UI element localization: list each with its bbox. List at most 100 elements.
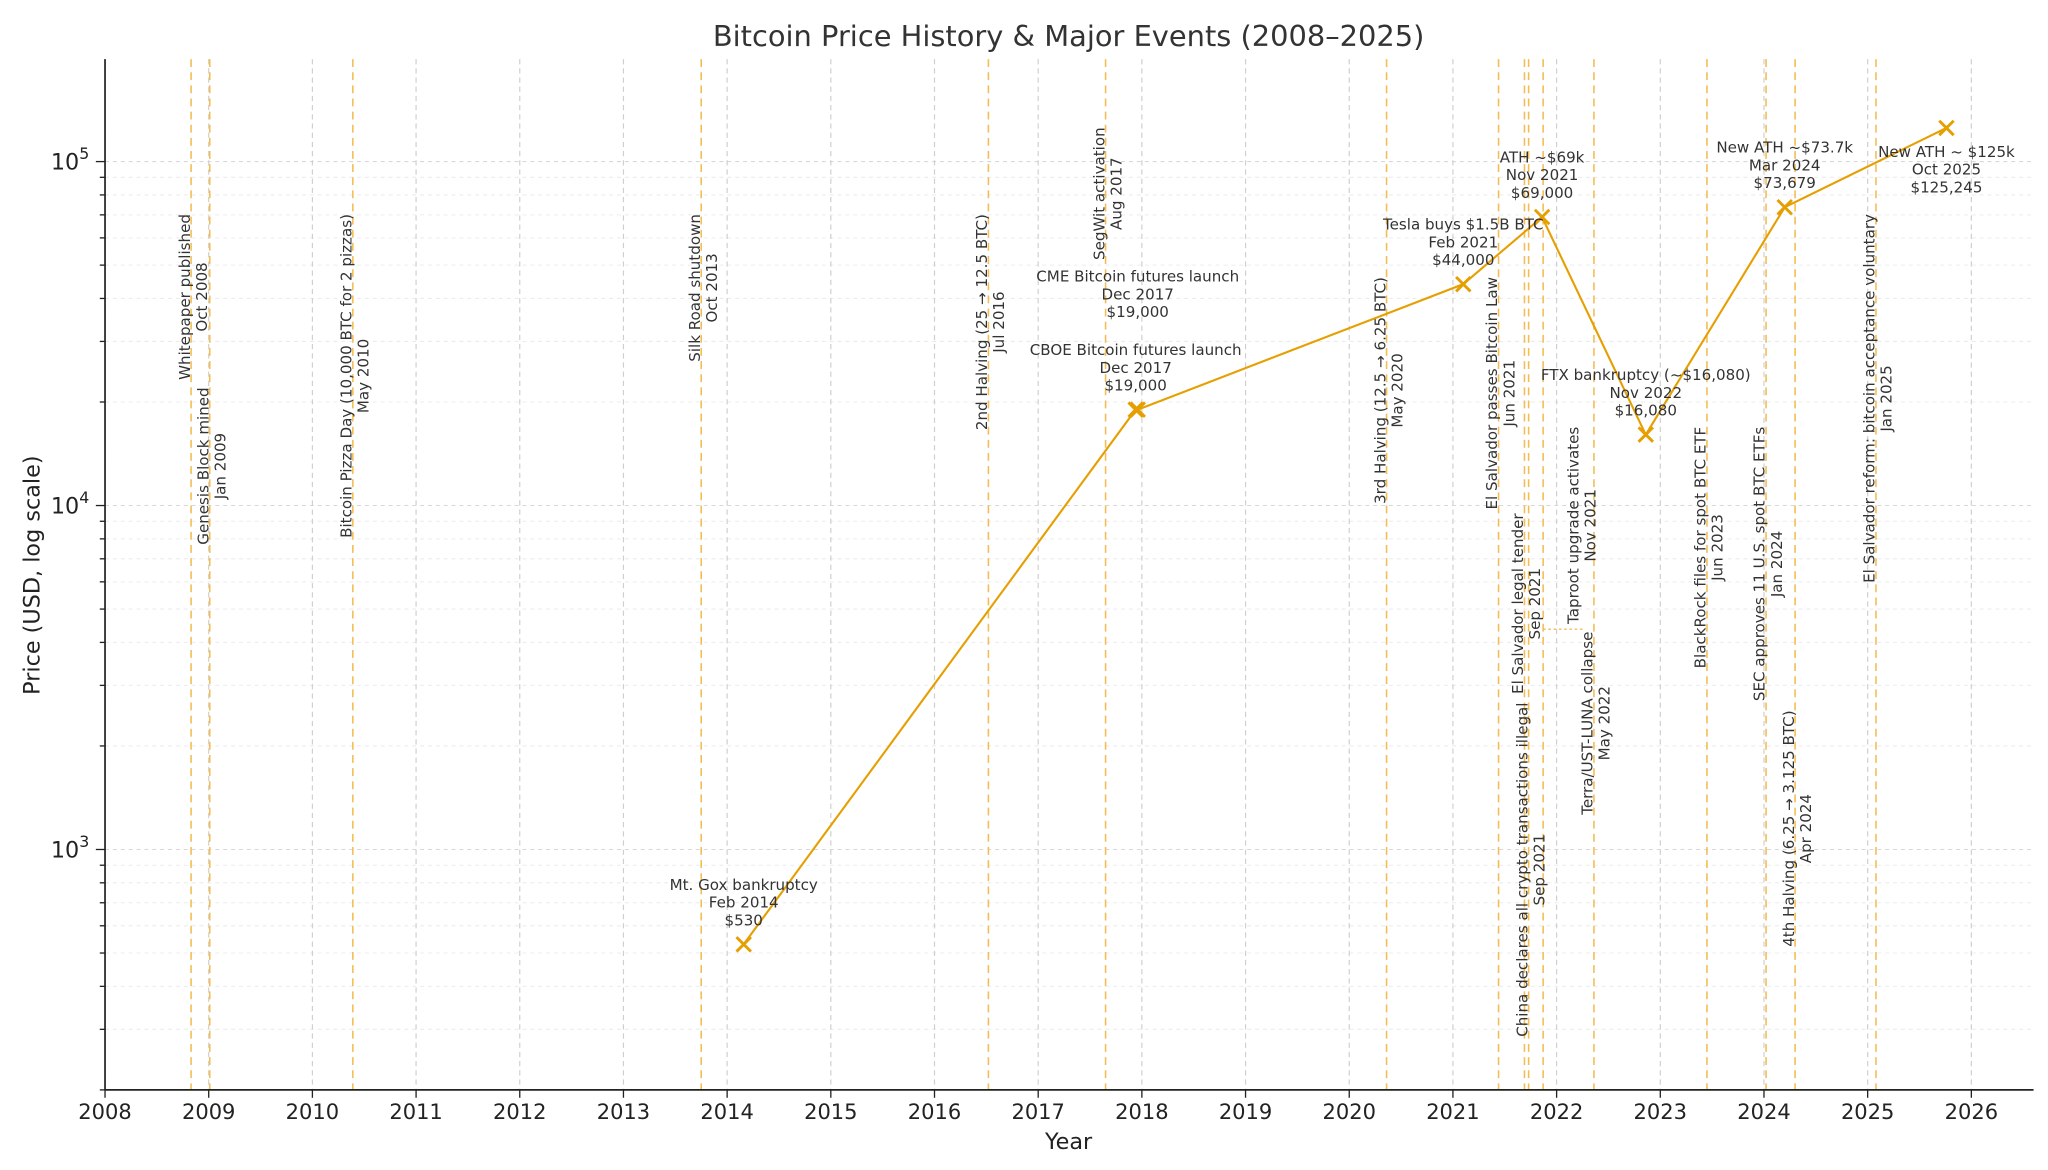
event-label: Silk Road shutdown Oct 2013 (686, 214, 721, 362)
x-tick-label: 2021 (1426, 1100, 1479, 1124)
x-tick-label: 2019 (1219, 1100, 1272, 1124)
data-point-date: Nov 2022 (1609, 384, 1682, 402)
x-tick-label: 2010 (286, 1100, 339, 1124)
event-label-title: El Salvador passes Bitcoin Law (1483, 277, 1501, 509)
data-point-label: FTX bankruptcy (~$16,080) (1541, 366, 1751, 384)
event-label-date: Apr 2024 (1797, 794, 1815, 863)
event-label: Taproot upgrade activates Nov 2021 (1543, 427, 1600, 630)
data-point-date: Dec 2017 (1099, 359, 1171, 377)
event-label-date: Oct 2013 (703, 253, 721, 322)
event-label-title: Terra/UST-LUNA collapse (1579, 632, 1597, 816)
data-point-marker (1637, 426, 1655, 443)
x-tick-label: 2020 (1323, 1100, 1376, 1124)
x-tick-label: 2011 (389, 1100, 442, 1124)
event-label: El Salvador passes Bitcoin Law Jun 2021 (1483, 277, 1518, 509)
x-tick-label: 2025 (1841, 1100, 1894, 1124)
event-label-title: 3rd Halving (12.5 → 6.25 BTC) (1371, 277, 1389, 504)
event-label-date: Jun 2021 (1500, 360, 1518, 428)
event-label-title: Whitepaper published (176, 214, 194, 380)
grid (104, 59, 2034, 1091)
event-label-date: Jan 2025 (1878, 365, 1896, 432)
event-label-title: 2nd Halving (25 → 12.5 BTC) (973, 214, 991, 430)
event-label-date: Jun 2023 (1709, 514, 1727, 582)
data-point-label: ATH ~$69k (1500, 149, 1585, 167)
event-label: China declares all crypto transactions i… (1513, 703, 1548, 1037)
x-tick-label: 2013 (597, 1100, 650, 1124)
event-label-title: Genesis Block mined (194, 387, 212, 544)
data-point-price: $19,000 (1104, 377, 1166, 395)
data-point-label: Mt. Gox bankruptcy (670, 876, 818, 894)
x-tick-label: 2018 (1115, 1100, 1168, 1124)
event-label-title: Bitcoin Pizza Day (10,000 BTC for 2 pizz… (338, 214, 356, 538)
event-label: Whitepaper published Oct 2008 (176, 214, 211, 380)
x-axis-label: Year (1044, 1129, 1093, 1155)
data-point-price: $125,245 (1910, 178, 1982, 196)
data-point-marker (1533, 208, 1551, 226)
event-label-date: Jan 2024 (1768, 531, 1786, 598)
data-point-price: $16,080 (1615, 402, 1677, 420)
event-label: SEC approves 11 U.S. spot BTC ETFs Jan 20… (1751, 427, 1786, 701)
data-point-date: Feb 2021 (1428, 233, 1498, 251)
data-point-marker (1776, 198, 1793, 216)
event-label-date: Jul 2016 (990, 291, 1008, 353)
event-lines: Whitepaper published Oct 2008 Genesis Bloc… (176, 59, 1896, 1090)
event-label: Terra/UST-LUNA collapse May 2022 (1579, 632, 1614, 816)
x-tick-label: 2024 (1737, 1100, 1790, 1124)
y-tick-label: 103 (51, 832, 89, 864)
event-label-title: El Salvador legal tender (1509, 513, 1527, 694)
y-axis-label: Price (USD, log scale) (19, 455, 45, 694)
data-point-date: Nov 2021 (1506, 166, 1579, 184)
event-label-date: May 2010 (355, 339, 373, 413)
chart-title: Bitcoin Price History & Major Events (20… (713, 19, 1425, 53)
data-point-date: Mar 2024 (1749, 156, 1821, 174)
event-label: 2nd Halving (25 → 12.5 BTC) Jul 2016 (973, 214, 1008, 430)
axes: 2008 2009 2010 2011 2012 2013 2014 2015 2016 2017… (51, 59, 2034, 1124)
event-label-title: Taproot upgrade activates (1565, 427, 1583, 625)
event-label: BlackRock files for spot BTC ETF Jun 2023 (1692, 427, 1727, 669)
event-label-date: Sep 2021 (1530, 834, 1548, 906)
data-point-price: $73,679 (1754, 174, 1816, 192)
event-label: Bitcoin Pizza Day (10,000 BTC for 2 pizz… (338, 214, 373, 538)
data-point-marker (1455, 275, 1472, 293)
event-label-date: May 2020 (1388, 353, 1406, 427)
event-label-date: Jan 2009 (212, 433, 230, 500)
data-point-price: $530 (725, 911, 763, 929)
x-tick-label: 2022 (1530, 1100, 1583, 1124)
x-tick-label: 2026 (1945, 1100, 1998, 1124)
event-label: 3rd Halving (12.5 → 6.25 BTC) May 2020 (1371, 277, 1406, 504)
event-label: Genesis Block mined Jan 2009 (194, 387, 229, 544)
data-point-date: Dec 2017 (1102, 285, 1174, 303)
data-point-label: Tesla buys $1.5B BTC (1382, 216, 1544, 234)
data-point-label: CME Bitcoin futures launch (1036, 268, 1239, 286)
data-point-marker (1127, 401, 1144, 418)
event-label-date: Sep 2021 (1526, 568, 1544, 640)
x-tick-label: 2008 (78, 1100, 131, 1124)
x-tick-label: 2014 (700, 1100, 753, 1124)
data-point-marker (1129, 401, 1146, 418)
data-point-date: Oct 2025 (1912, 161, 1981, 179)
data-point-price: $44,000 (1432, 251, 1494, 269)
event-label-title: 4th Halving (6.25 → 3.125 BTC) (1780, 710, 1798, 946)
event-label-date: Nov 2021 (1582, 489, 1600, 562)
data-point-date: Feb 2014 (709, 894, 779, 912)
event-label-date: May 2022 (1596, 686, 1614, 760)
event-label: SegWit activation Aug 2017 (1090, 127, 1125, 260)
data-point-price: $69,000 (1511, 184, 1573, 202)
event-label-title: El Salvador reform: bitcoin acceptance v… (1861, 214, 1879, 583)
event-label-title: BlackRock files for spot BTC ETF (1692, 427, 1710, 669)
event-label: El Salvador reform: bitcoin acceptance v… (1861, 214, 1896, 583)
x-tick-label: 2015 (804, 1100, 857, 1124)
x-tick-label: 2017 (1011, 1100, 1064, 1124)
data-point-marker (1938, 119, 1955, 137)
y-tick-label: 105 (51, 144, 89, 176)
x-tick-label: 2009 (182, 1100, 235, 1124)
x-tick-label: 2016 (908, 1100, 961, 1124)
event-label-title: SegWit activation (1090, 127, 1108, 260)
event-label: El Salvador legal tender Sep 2021 (1509, 513, 1544, 694)
data-point-price: $19,000 (1107, 303, 1169, 321)
x-tick-label: 2012 (493, 1100, 546, 1124)
event-label-title: SEC approves 11 U.S. spot BTC ETFs (1751, 427, 1769, 701)
data-point-label: New ATH ~$73.7k (1716, 139, 1853, 157)
